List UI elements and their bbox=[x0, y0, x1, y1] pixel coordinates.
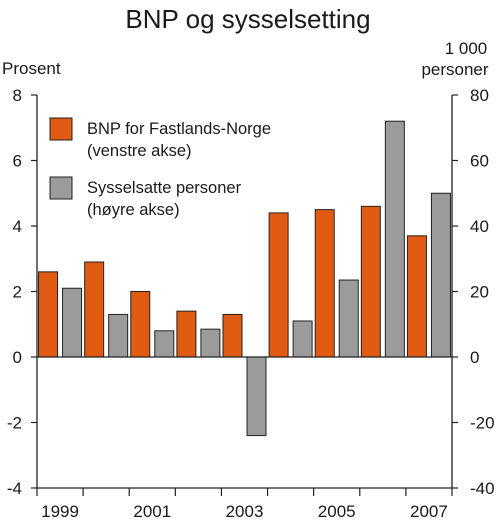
right-tick-label: 0 bbox=[470, 348, 479, 367]
bar-bnp-2000 bbox=[84, 261, 105, 358]
bar-employed-2004 bbox=[292, 320, 313, 358]
bar-employed-1999 bbox=[62, 287, 83, 358]
bar-bnp-2002 bbox=[176, 310, 197, 358]
x-tick-label: 2001 bbox=[133, 502, 171, 521]
left-axis-unit: Prosent bbox=[2, 59, 61, 78]
left-tick-label: 8 bbox=[13, 86, 22, 105]
bar-employed-2003 bbox=[246, 356, 267, 437]
legend-label-employed-note: (høyre akse) bbox=[87, 201, 180, 219]
right-tick-label: -40 bbox=[470, 479, 495, 498]
bar-group bbox=[38, 120, 451, 437]
bar-employed-2000 bbox=[108, 313, 129, 358]
left-tick-label: -4 bbox=[7, 479, 22, 498]
bar-bnp-2004 bbox=[268, 212, 289, 358]
x-tick-label: 2007 bbox=[410, 502, 448, 521]
axes bbox=[31, 94, 458, 496]
left-tick-label: 4 bbox=[13, 217, 22, 236]
bar-employed-2005 bbox=[338, 279, 359, 358]
x-tick-label: 2003 bbox=[226, 502, 264, 521]
right-axis-unit-line2: personer bbox=[421, 60, 488, 79]
left-tick-label: 6 bbox=[13, 152, 22, 171]
tick-labels: 8 80 6 60 4 40 2 20 0 0 -2 -20 -4 -40 1999 2001 2003 2005… bbox=[7, 86, 495, 521]
right-axis-unit-line1: 1 000 bbox=[445, 39, 488, 58]
bar-bnp-2005 bbox=[314, 209, 335, 358]
bar-bnp-2006 bbox=[360, 205, 381, 358]
left-tick-label: 0 bbox=[13, 348, 22, 367]
legend-label-bnp-note: (venstre akse) bbox=[87, 142, 192, 160]
legend: BNP for Fastlands-Norge (venstre akse) S… bbox=[49, 117, 271, 219]
right-tick-label: 60 bbox=[470, 152, 489, 171]
bar-employed-2002 bbox=[200, 328, 221, 358]
legend-label-employed: Sysselsatte personer bbox=[87, 179, 242, 197]
bar-bnp-1999 bbox=[38, 271, 59, 358]
right-tick-label: -20 bbox=[470, 414, 495, 433]
right-tick-label: 40 bbox=[470, 217, 489, 236]
bar-bnp-2007 bbox=[406, 235, 427, 358]
left-tick-label: -2 bbox=[7, 414, 22, 433]
legend-swatch-employed bbox=[49, 176, 73, 200]
bar-employed-2006 bbox=[384, 120, 405, 358]
chart-title: BNP og sysselsetting bbox=[125, 4, 370, 34]
left-tick-label: 2 bbox=[13, 283, 22, 302]
bar-bnp-2003 bbox=[222, 313, 243, 358]
x-tick-label: 2005 bbox=[318, 502, 356, 521]
right-tick-label: 80 bbox=[470, 86, 489, 105]
x-tick-label: 1999 bbox=[41, 502, 79, 521]
bar-employed-2001 bbox=[154, 330, 175, 358]
legend-label-bnp: BNP for Fastlands-Norge bbox=[87, 120, 271, 138]
legend-swatch-bnp bbox=[49, 117, 73, 141]
bar-employed-2007 bbox=[430, 192, 451, 358]
right-tick-label: 20 bbox=[470, 283, 489, 302]
bar-bnp-2001 bbox=[130, 291, 151, 358]
